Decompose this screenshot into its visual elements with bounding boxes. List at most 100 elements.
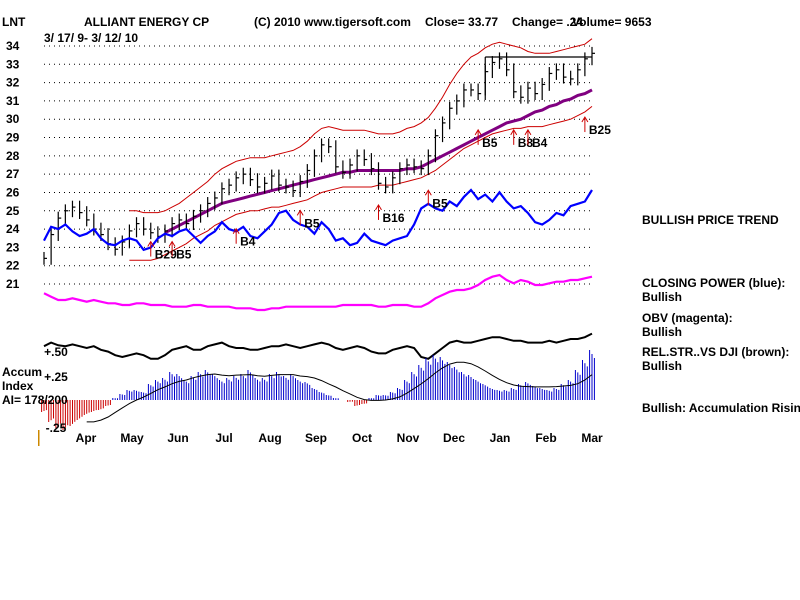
signal-arrow-head (510, 128, 518, 136)
price-bar (392, 171, 396, 194)
month-label: Jan (490, 431, 511, 445)
price-bar (264, 176, 268, 194)
price-bar (534, 81, 539, 101)
price-tick-label: 32 (6, 76, 20, 90)
price-bar (178, 213, 183, 230)
price-bar (121, 235, 126, 256)
month-label: May (120, 431, 144, 445)
accumulation-bars (41, 350, 595, 430)
change-value: Change= .24 (512, 15, 583, 29)
price-bar (306, 164, 311, 188)
signal-arrow-head (474, 128, 482, 136)
signal-arrow-head (168, 240, 176, 247)
price-tick-label: 30 (6, 112, 20, 126)
signal-marker: B5 (296, 209, 320, 230)
signal-label: B5 (482, 136, 498, 150)
price-tick-label: 28 (6, 149, 20, 163)
symbol-label: LNT (2, 15, 26, 29)
price-tick-label: 24 (6, 222, 20, 236)
price-tick-label: 25 (6, 204, 20, 218)
price-bar (377, 162, 382, 190)
price-bar (498, 52, 503, 69)
price-bar (171, 217, 176, 238)
price-bar (271, 169, 275, 190)
price-bar (555, 63, 560, 80)
price-axis: 34 33 32 31 30 29 28 27 26 25 24 23 22 21 (6, 39, 20, 291)
accum-tick-label: +.25 (44, 370, 68, 384)
price-bar (584, 52, 588, 77)
price-bar (228, 178, 233, 196)
price-bar (349, 158, 354, 179)
price-bar (356, 149, 361, 172)
price-bar (456, 94, 460, 115)
price-bar (235, 171, 240, 192)
resistance-line (484, 56, 592, 96)
price-bar (335, 140, 339, 174)
price-bar (491, 56, 496, 79)
price-bar (114, 237, 119, 256)
month-label: Aug (258, 431, 281, 445)
relstr-path (43, 332, 593, 360)
signal-arrow-head (375, 203, 382, 211)
signal-arrow-head (232, 227, 240, 234)
closing-power-value: Bullish (642, 290, 682, 304)
close-value: Close= 33.77 (425, 15, 498, 29)
date-range: 3/ 17/ 9- 3/ 12/ 10 (44, 31, 138, 45)
signal-marker: B25 (581, 116, 611, 137)
accum-tick-label: +.50 (44, 345, 68, 359)
closing-power-line (43, 188, 593, 252)
signal-label: B4 (532, 136, 548, 150)
company-name: ALLIANT ENERGY CP (84, 15, 209, 29)
price-bar (143, 217, 147, 236)
price-tick-label: 34 (6, 39, 20, 53)
price-bar (363, 149, 368, 166)
price-bar (299, 175, 304, 198)
price-bar (43, 251, 47, 265)
price-bar (577, 63, 581, 86)
price-bar (548, 67, 553, 91)
price-bar (570, 70, 574, 86)
signal-marker: B8 (510, 128, 534, 150)
month-label: Dec (443, 431, 465, 445)
price-bar (135, 217, 140, 238)
obv-value: Bullish (642, 325, 682, 339)
price-bar (399, 162, 403, 185)
price-tick-label: 27 (6, 167, 20, 181)
month-label: Nov (397, 431, 420, 445)
price-bar (71, 200, 76, 218)
signal-marker: B4 (232, 227, 256, 249)
price-bar (78, 200, 83, 220)
price-bar (591, 46, 595, 66)
price-tick-label: 26 (6, 185, 20, 199)
price-bar (221, 182, 225, 205)
price-bar (320, 138, 325, 163)
signal-marker: B5 (424, 189, 448, 210)
obv-line (43, 273, 593, 312)
signal-label: B29 (155, 248, 177, 262)
relative-strength-line (43, 332, 593, 360)
accumulation-ma-line (86, 361, 593, 423)
month-label: Mar (581, 431, 603, 445)
price-bar (406, 158, 410, 176)
price-tick-label: 23 (6, 240, 20, 254)
price-bar (278, 169, 282, 192)
price-bar (413, 158, 418, 174)
price-bar (249, 167, 254, 187)
price-tick-label: 29 (6, 131, 20, 145)
signal-arrow-head (296, 209, 304, 216)
price-bar (86, 206, 90, 227)
signal-arrow-head (424, 189, 432, 196)
price-tick-label: 22 (6, 259, 20, 273)
price-bar (470, 83, 475, 97)
price-bar (185, 213, 190, 230)
price-trend-label: BULLISH PRICE TREND (642, 213, 779, 227)
price-bar (242, 167, 247, 185)
accum-label: Accum (2, 365, 42, 379)
signal-label: B8 (518, 136, 534, 150)
price-bar (449, 101, 453, 130)
accum-axis: +.50 +.25 -.25 (44, 345, 68, 435)
upper-band-path (129, 38, 593, 214)
signal-label: B16 (382, 211, 404, 225)
price-tick-label: 33 (6, 57, 20, 71)
